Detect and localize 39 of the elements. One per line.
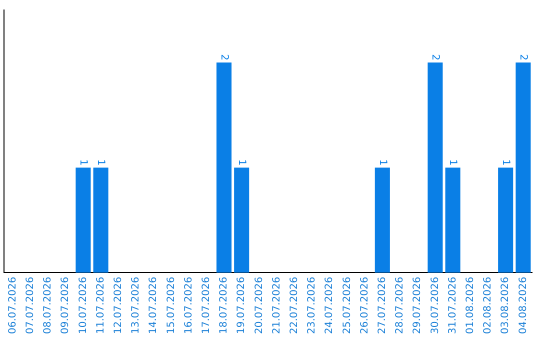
- x-tick-label: 04.08.2026: [518, 276, 529, 334]
- data-label: 1: [236, 159, 248, 166]
- x-tick-label: 30.07.2026: [430, 276, 441, 334]
- x-tick-label: 24.07.2026: [324, 276, 336, 334]
- x-tick-label: 14.07.2026: [148, 276, 160, 334]
- data-label: 2: [430, 54, 441, 61]
- x-tick-label: 31.07.2026: [447, 276, 458, 334]
- data-label: 1: [95, 159, 106, 166]
- x-tick-label: 10.07.2026: [78, 276, 89, 334]
- x-tick-label: 06.07.2026: [7, 276, 18, 334]
- x-tick-label: 18.07.2026: [218, 276, 230, 334]
- x-tick-label: 15.07.2026: [166, 276, 177, 334]
- data-label: 2: [218, 54, 230, 61]
- x-tick-label: 02.08.2026: [482, 276, 494, 334]
- x-tick-label: 03.08.2026: [500, 276, 512, 334]
- x-tick-label: 21.07.2026: [271, 276, 282, 334]
- x-tick-label: 13.07.2026: [130, 276, 142, 334]
- x-tick-label: 27.07.2026: [376, 276, 388, 334]
- x-tick-label: 16.07.2026: [183, 276, 194, 334]
- data-label: 1: [78, 159, 89, 166]
- x-tick-label: 08.07.2026: [42, 276, 54, 334]
- data-label: 2: [518, 54, 529, 61]
- x-tick-label: 22.07.2026: [288, 276, 300, 334]
- x-tick-label: 12.07.2026: [112, 276, 124, 334]
- x-tick-label: 25.07.2026: [342, 276, 353, 334]
- data-label: 1: [376, 159, 388, 166]
- x-tick-label: 09.07.2026: [60, 276, 72, 334]
- x-tick-label: 28.07.2026: [394, 276, 406, 334]
- data-label: 1: [447, 159, 458, 166]
- x-tick-label: 20.07.2026: [254, 276, 265, 334]
- x-tick-label: 17.07.2026: [200, 276, 212, 334]
- x-tick-label: 23.07.2026: [306, 276, 318, 334]
- x-tick-label: 26.07.2026: [359, 276, 370, 334]
- x-tick-label: 19.07.2026: [236, 276, 248, 334]
- x-tick-label: 11.07.2026: [95, 276, 106, 334]
- x-tick-label: 01.08.2026: [464, 276, 476, 334]
- x-tick-label: 29.07.2026: [412, 276, 424, 334]
- data-label: 1: [500, 159, 512, 166]
- x-tick-label: 07.07.2026: [24, 276, 36, 334]
